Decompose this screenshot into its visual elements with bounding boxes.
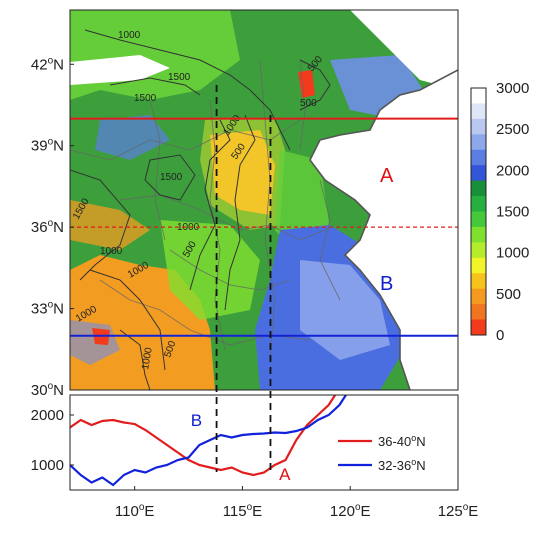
lat-tick-label: 42oN bbox=[31, 55, 64, 73]
lon-tick-label: 110oE bbox=[115, 502, 155, 520]
contour-label: 1500 bbox=[134, 93, 157, 104]
terrain-blue-nw bbox=[95, 115, 170, 160]
terrain-white-ne bbox=[350, 10, 458, 90]
lon-tick-label: 125oE bbox=[438, 502, 479, 520]
colorbar-tick-label: 2500 bbox=[496, 121, 529, 138]
contour-label: 500 bbox=[300, 98, 317, 109]
line-panel-bg bbox=[70, 395, 458, 490]
contour-label: 1500 bbox=[160, 172, 183, 183]
colorbar-segment bbox=[471, 165, 486, 182]
colorbar-tick-label: 500 bbox=[496, 286, 521, 303]
colorbar-segment bbox=[471, 288, 486, 305]
coastline bbox=[309, 69, 458, 390]
latitude-axis: 42oN 39oN 36oN 33oN 30oN bbox=[31, 55, 74, 399]
lat-tick-label: 36oN bbox=[31, 218, 64, 236]
colorbar-segment bbox=[471, 103, 486, 120]
colorbar: 3000 2500 2000 1500 1000 500 0 bbox=[470, 80, 529, 344]
colorbar-segment bbox=[471, 226, 486, 243]
line-y-tick-label: 2000 bbox=[31, 407, 64, 424]
terrain-orange-central bbox=[210, 130, 275, 215]
terrain-white-north bbox=[70, 55, 170, 85]
line-panel-frame bbox=[69, 394, 459, 491]
colorbar-segment bbox=[471, 88, 486, 104]
lon-tick-label: 115oE bbox=[223, 502, 263, 520]
terrain-orange-nw bbox=[70, 200, 150, 250]
colorbar-segment bbox=[471, 319, 486, 336]
colorbar-segment bbox=[471, 180, 486, 197]
contour-label: 1000 bbox=[140, 346, 155, 370]
lat-tick-label: 30oN bbox=[31, 381, 64, 399]
lat-tick-label: 33oN bbox=[31, 300, 64, 318]
colorbar-segment bbox=[471, 134, 486, 151]
terrain-yellow bbox=[200, 118, 285, 230]
colorbar-segment bbox=[471, 211, 486, 228]
colorbar-segment bbox=[471, 149, 486, 166]
colorbar-segment bbox=[471, 304, 486, 321]
sea-area bbox=[310, 70, 458, 390]
line-y-axis: 2000 1000 bbox=[31, 407, 74, 474]
legend-label-0: 36-40oN bbox=[378, 433, 426, 449]
colorbar-frame bbox=[470, 87, 487, 336]
contour-label: 1000 bbox=[100, 246, 123, 257]
terrain-lightgreen-2 bbox=[160, 220, 260, 320]
colorbar-segment bbox=[471, 196, 486, 212]
line-y-tick-label: 1000 bbox=[31, 457, 64, 474]
map-frame bbox=[69, 9, 459, 391]
colorbar-tick-label: 2000 bbox=[496, 162, 529, 179]
colorbar-tick-label: 1500 bbox=[496, 204, 529, 221]
colorbar-segment bbox=[471, 257, 486, 274]
line-legend: 36-40oN 32-36oN bbox=[338, 433, 426, 473]
colorbar-segment bbox=[471, 118, 486, 135]
contour-label: 1500 bbox=[168, 72, 191, 83]
line-annotation-b: B bbox=[191, 411, 202, 430]
longitude-axis: 110oE 115oE 120oE 125oE bbox=[115, 486, 478, 520]
region-label-b: B bbox=[380, 273, 393, 295]
colorbar-tick-label: 1000 bbox=[496, 245, 529, 262]
line-annotation-a: A bbox=[279, 465, 291, 484]
legend-label-1: 32-36oN bbox=[378, 457, 426, 473]
region-label-a: A bbox=[380, 165, 394, 187]
contour-label: 1000 bbox=[177, 222, 200, 233]
contour-label: 1000 bbox=[118, 30, 141, 41]
map-panel: 1000 1500 1500 500 1000 500 1500 1000 10… bbox=[70, 10, 458, 390]
colorbar-segment bbox=[471, 273, 486, 290]
terrain-red-patch bbox=[298, 70, 315, 98]
line-panel: 2000 1000 A B 36-40oN 32-36oN bbox=[31, 394, 459, 491]
colorbar-segment bbox=[471, 242, 486, 259]
colorbar-tick-label: 0 bbox=[496, 327, 504, 344]
lat-tick-label: 39oN bbox=[31, 137, 64, 155]
lon-tick-label: 120oE bbox=[330, 502, 371, 520]
series-line-0 bbox=[70, 395, 337, 477]
colorbar-tick-label: 3000 bbox=[496, 80, 529, 97]
series-line-1 bbox=[70, 395, 347, 487]
elevation-contours bbox=[70, 29, 331, 390]
